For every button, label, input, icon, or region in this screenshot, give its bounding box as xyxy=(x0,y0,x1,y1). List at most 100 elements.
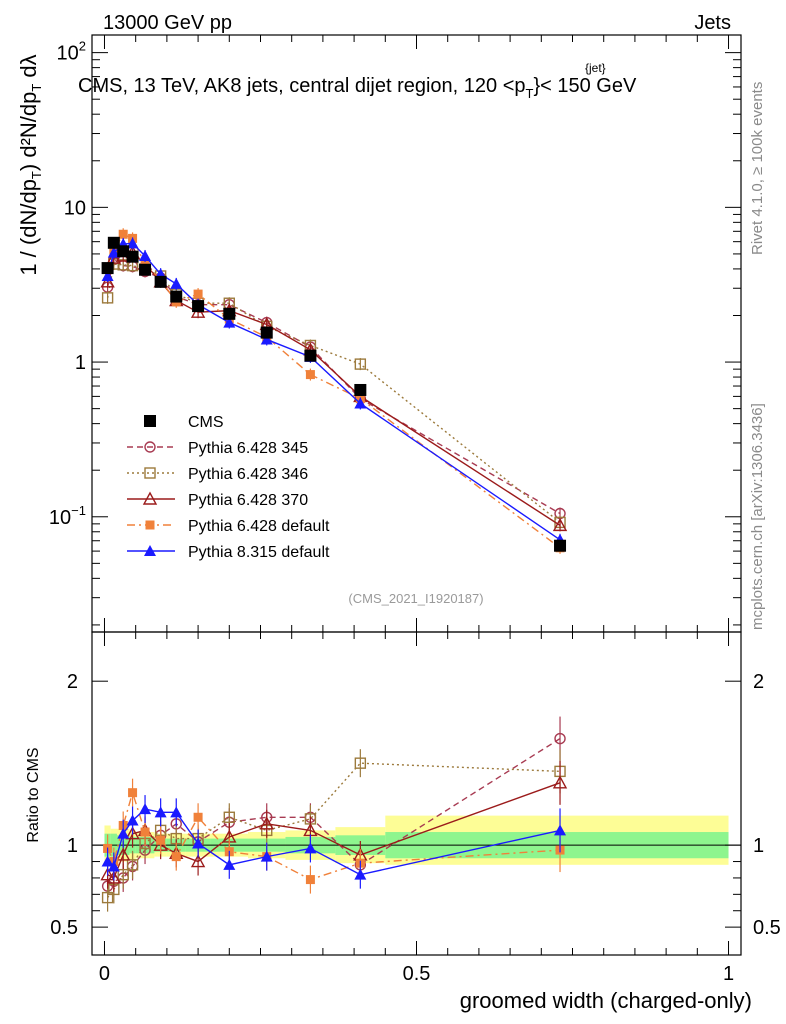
y-tick-label-bottom-right: 0.5 xyxy=(753,917,781,939)
ratio-series-P8 xyxy=(101,795,567,889)
data-point-CMS xyxy=(304,349,317,362)
legend-label: Pythia 6.428 345 xyxy=(188,440,308,457)
data-point-CMS xyxy=(154,275,167,288)
bottom-axis-ticks: 0 0.5 1 0.5 0.5 1 1 2 2 xyxy=(50,632,781,985)
ratio-point-P370 xyxy=(116,847,131,861)
data-point-Pdef xyxy=(305,370,315,380)
ratio-point-Pdef xyxy=(305,875,315,885)
header-right: Jets xyxy=(694,12,731,34)
ratio-point-P346 xyxy=(126,859,139,871)
ratio-point-Pdef xyxy=(156,835,166,845)
ratio-point-P8 xyxy=(139,803,152,815)
series-Pdef xyxy=(103,228,565,554)
rivet-version-label: Rivet 4.1.0, ≥ 100k events xyxy=(749,82,766,255)
ratio-point-P8 xyxy=(101,855,114,867)
ratio-point-P370 xyxy=(125,826,140,840)
data-point-P8 xyxy=(223,316,236,328)
y-tick-label-bottom-right: 1 xyxy=(753,835,764,857)
data-point-P8 xyxy=(126,237,139,249)
legend: CMS Pythia 6.428 345 Pythia 6.428 346 Pythi… xyxy=(127,414,330,561)
title-sup: {jet} xyxy=(585,61,606,75)
data-point-CMS xyxy=(354,383,367,396)
title-main: CMS, 13 TeV, AK8 jets, central dijet reg… xyxy=(78,75,526,97)
x-axis-label: groomed width (charged-only) xyxy=(460,988,752,1013)
ratio-point-Pdef xyxy=(171,852,181,862)
ratio-point-P8 xyxy=(260,850,273,862)
legend-entry-P345: Pythia 6.428 345 xyxy=(127,440,308,457)
title-end: }< 150 GeV xyxy=(533,75,637,97)
legend-label: Pythia 6.428 default xyxy=(188,518,330,535)
data-point-P8 xyxy=(101,269,114,281)
data-point-CMS xyxy=(126,250,139,263)
y-tick-label-bottom: 2 xyxy=(67,671,78,693)
data-point-CMS xyxy=(223,307,236,320)
top-series-group xyxy=(100,228,568,554)
bottom-y-axis-label: Ratio to CMS xyxy=(25,747,42,842)
data-point-CMS xyxy=(117,245,130,258)
data-point-Pdef xyxy=(118,229,128,239)
legend-marker-P346 xyxy=(144,467,156,479)
ratio-point-P345 xyxy=(554,732,566,745)
ratio-point-Pdef xyxy=(140,827,150,837)
ratio-point-P346 xyxy=(223,811,235,823)
data-point-P346 xyxy=(101,292,114,304)
title-sub: T xyxy=(526,86,534,101)
legend-label: Pythia 8.315 default xyxy=(188,544,330,561)
legend-marker-Pdef xyxy=(145,520,155,530)
data-point-CMS xyxy=(192,300,205,313)
data-point-P8 xyxy=(170,277,183,289)
data-point-P8 xyxy=(139,249,152,261)
analysis-tag: (CMS_2021_I1920187) xyxy=(348,591,483,606)
series-CMS xyxy=(101,236,567,552)
legend-entry-P346: Pythia 6.428 346 xyxy=(127,466,308,483)
y-tick-label-top: 102 xyxy=(57,39,86,65)
ratio-point-P8 xyxy=(354,868,367,880)
ratio-point-P370 xyxy=(100,867,115,881)
data-point-CMS xyxy=(107,236,120,249)
data-point-CMS xyxy=(101,262,114,275)
top-panel-frame xyxy=(91,34,742,633)
ratio-series-P345 xyxy=(101,716,566,901)
ratio-point-P346 xyxy=(354,757,367,769)
data-point-Pdef xyxy=(193,289,203,299)
data-point-P8 xyxy=(107,246,120,258)
top-y-axis-label: 1 / (dN/dpT) d²N/dpT dλ xyxy=(16,54,44,275)
y-tick-label-bottom-right: 2 xyxy=(753,671,764,693)
header-left: 13000 GeV pp xyxy=(103,12,232,34)
legend-marker-P345 xyxy=(144,441,156,453)
y-tick-label-bottom: 1 xyxy=(67,835,78,857)
ratio-point-P346 xyxy=(117,868,129,881)
legend-marker-P370 xyxy=(142,491,158,505)
data-point-CMS xyxy=(554,539,567,552)
y-tick-label-bottom: 0.5 xyxy=(50,917,78,939)
legend-marker-CMS xyxy=(144,415,156,427)
legend-label: Pythia 6.428 370 xyxy=(188,492,308,509)
data-point-P370 xyxy=(100,274,115,288)
ratio-series-group xyxy=(100,716,568,912)
ratio-point-P8 xyxy=(126,814,139,826)
ratio-point-P8 xyxy=(170,806,183,818)
legend-label: CMS xyxy=(188,414,224,431)
legend-entry-CMS: CMS xyxy=(144,414,224,431)
chart-title: CMS, 13 TeV, AK8 jets, central dijet reg… xyxy=(78,61,637,101)
ratio-point-P8 xyxy=(223,858,236,870)
ratio-point-P8 xyxy=(304,842,317,854)
data-point-P370 xyxy=(552,517,568,532)
ratio-point-P370 xyxy=(190,854,206,868)
data-point-CMS xyxy=(260,326,273,339)
ratio-point-P370 xyxy=(259,816,274,830)
ratio-point-P8 xyxy=(554,824,567,836)
data-point-CMS xyxy=(139,263,152,276)
x-tick-label: 0.5 xyxy=(403,963,431,985)
legend-label: Pythia 6.428 346 xyxy=(188,466,308,483)
ratio-point-P8 xyxy=(192,837,205,849)
data-point-P346 xyxy=(354,358,367,370)
y-tick-label-top: 10 xyxy=(64,197,86,219)
svg-text:1 / (dN/dpT) d²N/dpT dλ: 1 / (dN/dpT) d²N/dpT dλ xyxy=(16,54,44,275)
ratio-point-Pdef xyxy=(193,812,203,822)
svg-text:CMS, 13 TeV, AK8 jets, central: CMS, 13 TeV, AK8 jets, central dijet reg… xyxy=(78,75,637,101)
x-tick-label: 1 xyxy=(723,963,734,985)
ratio-point-P8 xyxy=(117,827,130,839)
y-tick-label-top: 10−1 xyxy=(49,503,86,529)
